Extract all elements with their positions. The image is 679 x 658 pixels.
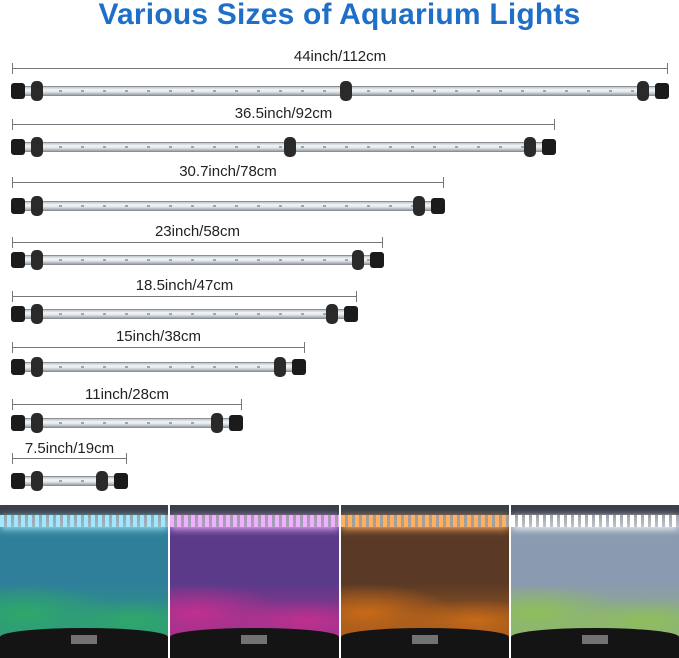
suction-clip xyxy=(31,357,43,377)
dimension-line xyxy=(12,63,668,74)
suction-clip xyxy=(96,471,108,491)
suction-clip xyxy=(31,471,43,491)
light-tube xyxy=(11,357,306,377)
suction-clip xyxy=(31,250,43,270)
light-tube xyxy=(11,81,669,101)
suction-clip xyxy=(211,413,223,433)
suction-clip xyxy=(326,304,338,324)
size-label: 23inch/58cm xyxy=(154,223,241,240)
page-title: Various Sizes of Aquarium Lights xyxy=(98,0,581,31)
size-label: 30.7inch/78cm xyxy=(179,163,277,180)
suction-clip xyxy=(274,357,286,377)
brand-logo xyxy=(581,635,608,644)
end-cap xyxy=(114,473,128,489)
brand-logo xyxy=(71,635,98,644)
aquarium-photo-white xyxy=(510,505,679,658)
color-mode-photos xyxy=(0,505,679,658)
end-cap xyxy=(11,139,25,155)
dimension-line xyxy=(12,177,444,188)
size-label: 15inch/38cm xyxy=(115,328,202,345)
dimension-line xyxy=(12,291,357,302)
aquarium-photo-blue xyxy=(0,505,169,658)
suction-clip xyxy=(283,137,296,157)
suction-clip xyxy=(31,413,43,433)
suction-clip xyxy=(31,196,43,216)
end-cap xyxy=(542,139,556,155)
suction-clip xyxy=(31,81,43,101)
suction-clip xyxy=(637,81,649,101)
suction-clip xyxy=(524,137,536,157)
light-tube xyxy=(11,471,128,491)
size-label: 36.5inch/92cm xyxy=(234,105,333,122)
end-cap xyxy=(344,306,358,322)
light-tube xyxy=(11,137,556,157)
end-cap xyxy=(292,359,306,375)
brand-logo xyxy=(241,635,268,644)
end-cap xyxy=(655,83,669,99)
end-cap xyxy=(229,415,243,431)
suction-clip xyxy=(413,196,425,216)
light-tube xyxy=(11,413,243,433)
size-label: 18.5inch/47cm xyxy=(135,277,234,294)
size-label: 11inch/28cm xyxy=(85,386,169,403)
brand-logo xyxy=(411,635,438,644)
end-cap xyxy=(11,359,25,375)
end-cap xyxy=(11,83,25,99)
end-cap xyxy=(431,198,445,214)
light-tube xyxy=(11,196,445,216)
end-cap xyxy=(11,252,25,268)
aquarium-photo-purple xyxy=(170,505,339,658)
dimension-line xyxy=(12,119,555,130)
dimension-line xyxy=(12,399,242,410)
end-cap xyxy=(370,252,384,268)
dimension-line xyxy=(12,342,305,353)
size-label: 7.5inch/19cm xyxy=(24,440,115,457)
light-tube xyxy=(11,250,384,270)
size-label: 44inch/112cm xyxy=(293,48,387,65)
aquarium-photo-orange xyxy=(340,505,509,658)
end-cap xyxy=(11,198,25,214)
dimension-line xyxy=(12,453,127,464)
suction-clip xyxy=(31,137,43,157)
end-cap xyxy=(11,473,25,489)
dimension-line xyxy=(12,237,383,248)
suction-clip xyxy=(31,304,43,324)
end-cap xyxy=(11,415,25,431)
suction-clip xyxy=(340,81,352,101)
light-tube xyxy=(11,304,358,324)
end-cap xyxy=(11,306,25,322)
suction-clip xyxy=(352,250,364,270)
